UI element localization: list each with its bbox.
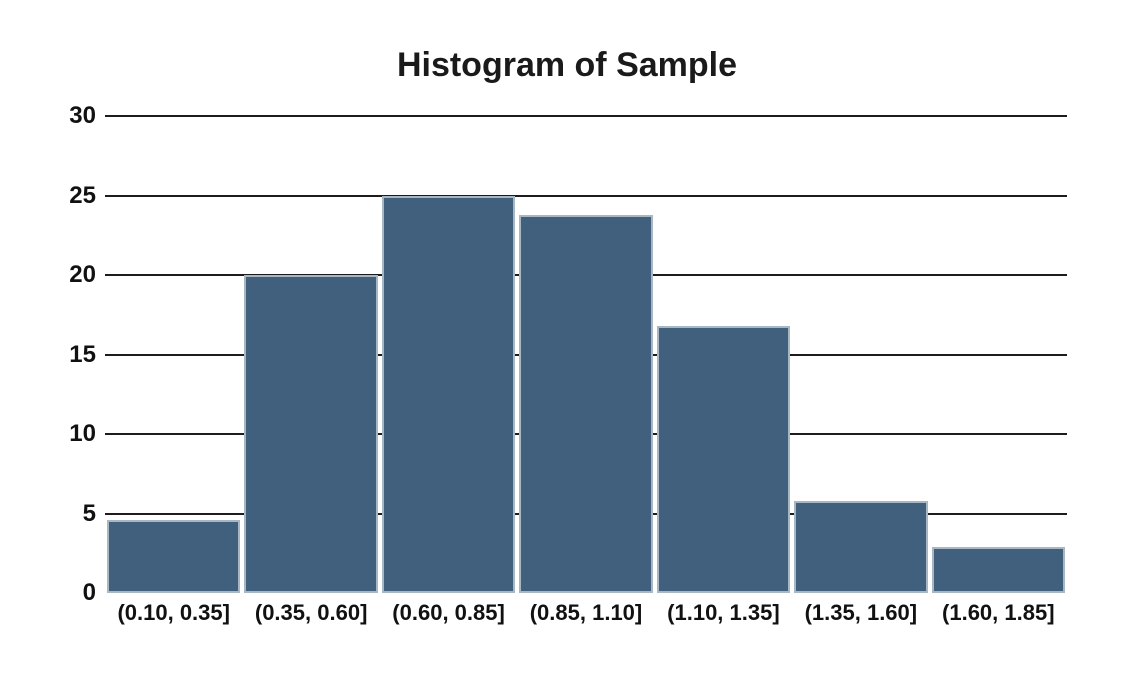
x-axis-tick-label: (0.35, 0.60] [254,600,368,625]
gridline-y-25 [105,194,1067,197]
histogram-bar [107,519,241,593]
histogram-bar [656,325,791,593]
histogram-bar [244,275,378,593]
histogram-bar [794,500,928,593]
chart-title: Histogram of Sample [396,46,738,84]
histogram-bar [931,546,1065,593]
y-axis-tick-label: 15 [69,340,96,368]
histogram-bar [381,195,516,593]
y-axis-tick-label: 20 [69,261,96,288]
x-axis-tick-label: (1.10, 1.35] [667,600,780,625]
y-axis-tick-label: 0 [82,579,96,606]
y-axis-tick-label: 25 [69,181,96,209]
x-axis-tick-label: (0.60, 0.85] [392,600,505,625]
x-axis-tick-label: (1.60, 1.85] [942,600,1055,625]
y-axis-tick-label: 5 [82,499,96,527]
histogram-bar [519,214,653,593]
plot-area [105,115,1067,593]
y-axis-tick-label: 30 [69,102,96,129]
gridline-y-30 [105,115,1067,117]
x-axis-tick-label: (1.35, 1.60] [804,600,918,625]
y-axis-tick-label: 10 [69,420,96,447]
x-axis-tick-label: (0.85, 1.10] [529,600,643,625]
x-axis-tick-label: (0.10, 0.35] [117,600,230,625]
